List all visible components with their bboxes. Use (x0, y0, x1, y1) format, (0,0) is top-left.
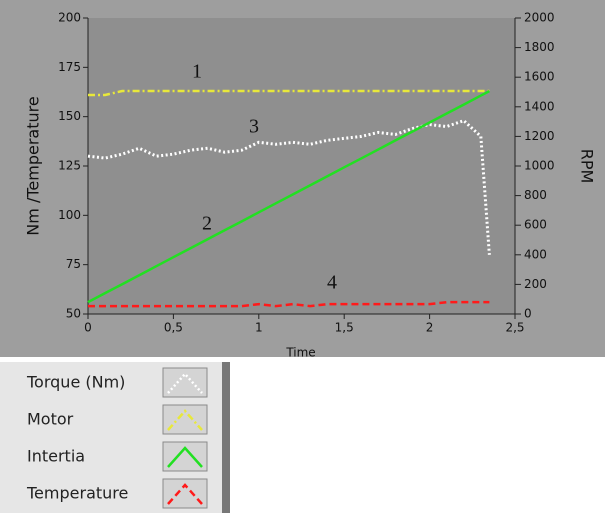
legend-icon-box (162, 367, 208, 398)
x-tick-label: 2 (426, 321, 434, 335)
y-tick-label: 100 (58, 208, 81, 222)
legend-icon (167, 483, 203, 505)
x-tick-label: 2,5 (505, 321, 524, 335)
annotation: 3 (249, 116, 259, 138)
y2-tick-label: 0 (524, 307, 532, 321)
y2-tick-label: 800 (524, 188, 547, 202)
y2-tick-label: 200 (524, 277, 547, 291)
y2-tick-label: 1600 (524, 70, 555, 84)
legend-label: Torque (Nm) (26, 373, 125, 392)
y-axis-label: Nm /Temperature (24, 96, 43, 235)
series-line (88, 89, 490, 97)
legend-icon (167, 409, 203, 431)
legend-border (222, 362, 230, 513)
y2-tick-label: 2000 (524, 11, 555, 25)
y2-tick-label: 1200 (524, 129, 555, 143)
y-tick-label: 75 (66, 257, 81, 271)
y2-tick-label: 1800 (524, 40, 555, 54)
y2-tick-label: 400 (524, 247, 547, 261)
series-line (87, 90, 490, 304)
legend-icon (167, 372, 203, 394)
x-tick-label: 1 (255, 321, 263, 335)
series-line (88, 300, 490, 308)
x-tick-label: 0,5 (164, 321, 183, 335)
x-tick-label: 0 (84, 321, 92, 335)
annotation: 2 (202, 213, 212, 235)
annotation: 1 (192, 61, 202, 83)
y2-tick-label: 1400 (524, 99, 555, 113)
y2-tick-label: 600 (524, 218, 547, 232)
x-axis-label: Time (285, 346, 315, 360)
y2-axis-label: RPM (578, 149, 597, 184)
y2-tick-label: 1000 (524, 159, 555, 173)
y-tick-label: 50 (66, 307, 81, 321)
legend-icon (167, 446, 203, 468)
legend-label: Motor (27, 410, 74, 429)
y-tick-label: 175 (58, 60, 81, 74)
y-tick-label: 150 (58, 109, 81, 123)
y-tick-label: 125 (58, 159, 81, 173)
y-tick-label: 200 (58, 11, 81, 25)
x-tick-label: 1,5 (335, 321, 354, 335)
annotation: 4 (327, 272, 337, 294)
legend-label: Temperature (26, 484, 128, 503)
legend-label: Intertia (27, 447, 85, 466)
